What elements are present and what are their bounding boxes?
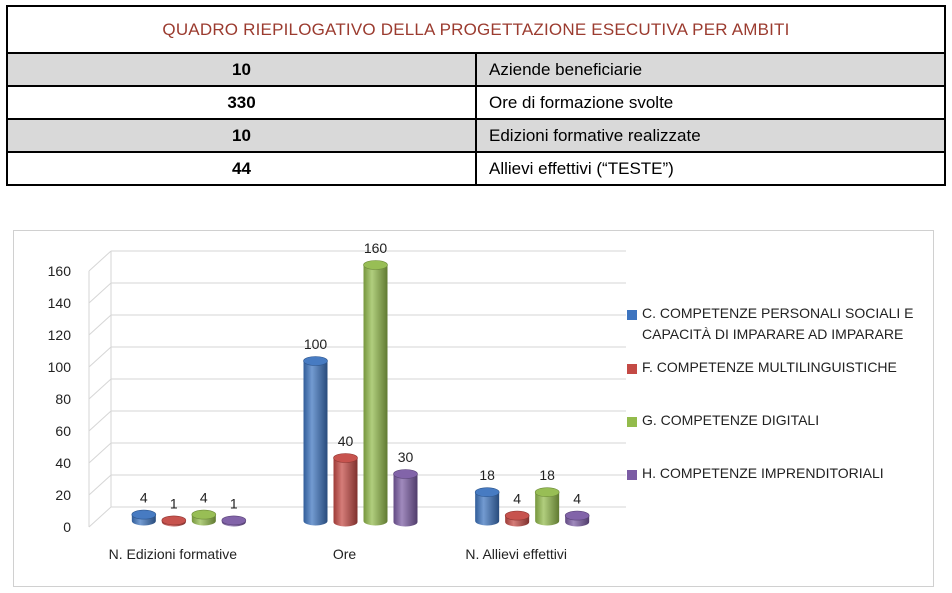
row-value: 44 [6, 151, 477, 186]
legend-item: G. COMPETENZE DIGITALI [627, 412, 927, 431]
data-label: 18 [479, 467, 495, 483]
gridline-depth [88, 282, 112, 304]
summary-title: QUADRO RIEPILOGATIVO DELLA PROGETTAZIONE… [6, 5, 946, 54]
bar-top [534, 487, 560, 498]
data-label: 4 [140, 490, 148, 506]
data-label: 4 [573, 491, 581, 507]
gridline-depth [88, 474, 112, 496]
legend-swatch [627, 364, 637, 374]
bar [333, 458, 358, 527]
data-label: 1 [170, 495, 178, 511]
bar [393, 474, 418, 527]
table-row: 10 Aziende beneficiarie [6, 52, 946, 87]
legend-swatch [627, 310, 637, 320]
y-tick-label: 120 [48, 327, 72, 343]
gridline-depth [88, 410, 112, 432]
data-label: 18 [539, 467, 555, 483]
bar-top [504, 510, 530, 521]
gridline-depth [88, 250, 112, 272]
row-value: 10 [6, 52, 477, 87]
bar-top [221, 515, 247, 526]
y-tick-label: 100 [48, 359, 72, 375]
bar-top [191, 509, 217, 520]
gridline-depth [88, 314, 112, 336]
bar-top [161, 515, 187, 526]
data-label: 4 [200, 490, 208, 506]
legend-item: C. COMPETENZE PERSONALI SOCIALI E CAPACI… [627, 305, 927, 345]
summary-table: QUADRO RIEPILOGATIVO DELLA PROGETTAZIONE… [6, 5, 946, 186]
bar [535, 492, 560, 526]
bar-top [333, 453, 358, 463]
legend-label: H. COMPETENZE IMPRENDITORIALI [642, 465, 884, 481]
bar-top [303, 356, 328, 366]
y-tick-label: 80 [55, 391, 71, 407]
row-label: Ore di formazione svolte [475, 85, 946, 120]
legend-swatch [627, 417, 637, 427]
x-tick-label: N. Allievi effettivi [465, 546, 567, 562]
row-value: 330 [6, 85, 477, 120]
gridline-depth [88, 346, 112, 368]
data-label: 160 [364, 240, 388, 256]
y-tick-label: 40 [55, 455, 71, 471]
x-tick-label: Ore [333, 546, 357, 562]
data-label: 4 [513, 491, 521, 507]
row-label: Allievi effettivi (“TESTE”) [475, 151, 946, 186]
y-tick-label: 0 [63, 519, 71, 535]
y-tick-label: 20 [55, 487, 71, 503]
row-label: Aziende beneficiarie [475, 52, 946, 87]
data-label: 1 [230, 495, 238, 511]
data-label: 100 [304, 336, 328, 352]
legend-item: H. COMPETENZE IMPRENDITORIALI [627, 465, 927, 484]
row-value: 10 [6, 118, 477, 153]
gridline-depth [88, 506, 112, 528]
table-row: 330 Ore di formazione svolte [6, 85, 946, 120]
bar-top [363, 260, 388, 270]
y-tick-label: 160 [48, 263, 72, 279]
x-tick-label: N. Edizioni formative [109, 546, 238, 562]
legend-label: C. COMPETENZE PERSONALI SOCIALI E CAPACI… [642, 305, 914, 342]
bar [303, 361, 328, 526]
legend-label: F. COMPETENZE MULTILINGUISTICHE [642, 359, 897, 375]
legend-swatch [627, 470, 637, 480]
data-label: 40 [338, 433, 354, 449]
y-tick-label: 140 [48, 295, 72, 311]
bar-top [564, 510, 590, 521]
table-row: 10 Edizioni formative realizzate [6, 118, 946, 153]
chart-plot: 0 20 40 60 80 100 120 140 160 4 1 4 1 N. Edizioni for… [48, 240, 626, 562]
bar [475, 492, 500, 526]
data-label: 30 [398, 449, 414, 465]
legend-label: G. COMPETENZE DIGITALI [642, 412, 820, 428]
table-row: 44 Allievi effettivi (“TESTE”) [6, 151, 946, 186]
bar-chart: 0 20 40 60 80 100 120 140 160 4 1 4 1 N. Edizioni for… [13, 230, 934, 587]
bar-top [393, 469, 418, 479]
row-label: Edizioni formative realizzate [475, 118, 946, 153]
bar-top [131, 509, 157, 520]
bar [363, 265, 388, 526]
gridline-depth [88, 442, 112, 464]
gridline-depth [88, 378, 112, 400]
legend-item: F. COMPETENZE MULTILINGUISTICHE [627, 359, 927, 378]
bar-top [474, 487, 500, 498]
y-tick-label: 60 [55, 423, 71, 439]
